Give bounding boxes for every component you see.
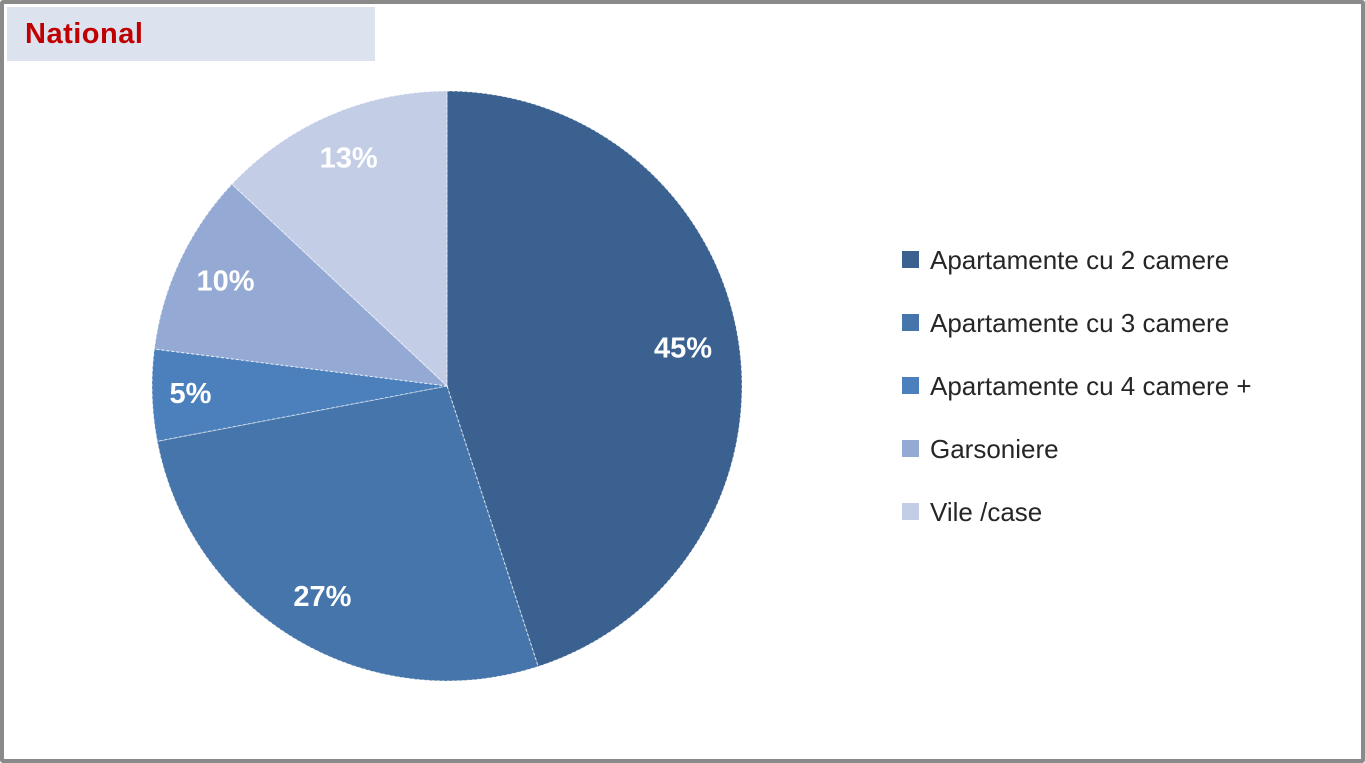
legend-label: Apartamente cu 4 camere +: [930, 370, 1252, 401]
legend-item-3: Apartamente cu 4 camere +: [902, 354, 1252, 417]
legend-swatch-icon: [902, 377, 919, 394]
pie-slice-3: [151, 348, 448, 442]
pie-slice-2: [156, 385, 539, 682]
legend: Apartamente cu 2 camere Apartamente cu 3 …: [902, 228, 1252, 543]
chart-title-box: National: [7, 7, 375, 61]
legend-label: Garsoniere: [930, 433, 1059, 464]
legend-item-1: Apartamente cu 2 camere: [902, 228, 1252, 291]
legend-swatch-icon: [902, 314, 919, 331]
pie-slice-label-3: 5%: [170, 378, 212, 410]
legend-item-4: Garsoniere: [902, 417, 1252, 480]
pie-slice-label-5: 13%: [320, 143, 378, 175]
legend-label: Vile /case: [930, 496, 1043, 527]
pie-slice-5: [231, 90, 448, 388]
pie-svg: 45% 27% 5% 10% 13%: [151, 90, 743, 682]
pie-slice-4: [153, 183, 449, 387]
legend-item-2: Apartamente cu 3 camere: [902, 291, 1252, 354]
legend-swatch-icon: [902, 251, 919, 268]
chart-title: National: [25, 17, 144, 50]
pie-slice-label-4: 10%: [196, 266, 254, 298]
pie-slice-label-2: 27%: [293, 581, 351, 613]
legend-swatch-icon: [902, 440, 919, 457]
legend-swatch-icon: [902, 503, 919, 520]
legend-label: Apartamente cu 2 camere: [930, 244, 1230, 275]
legend-item-5: Vile /case: [902, 480, 1252, 543]
legend-label: Apartamente cu 3 camere: [930, 307, 1230, 338]
pie-slice-label-1: 45%: [654, 333, 712, 365]
pie-slice-1: [446, 90, 743, 668]
pie-chart: 45% 27% 5% 10% 13%: [147, 86, 747, 686]
